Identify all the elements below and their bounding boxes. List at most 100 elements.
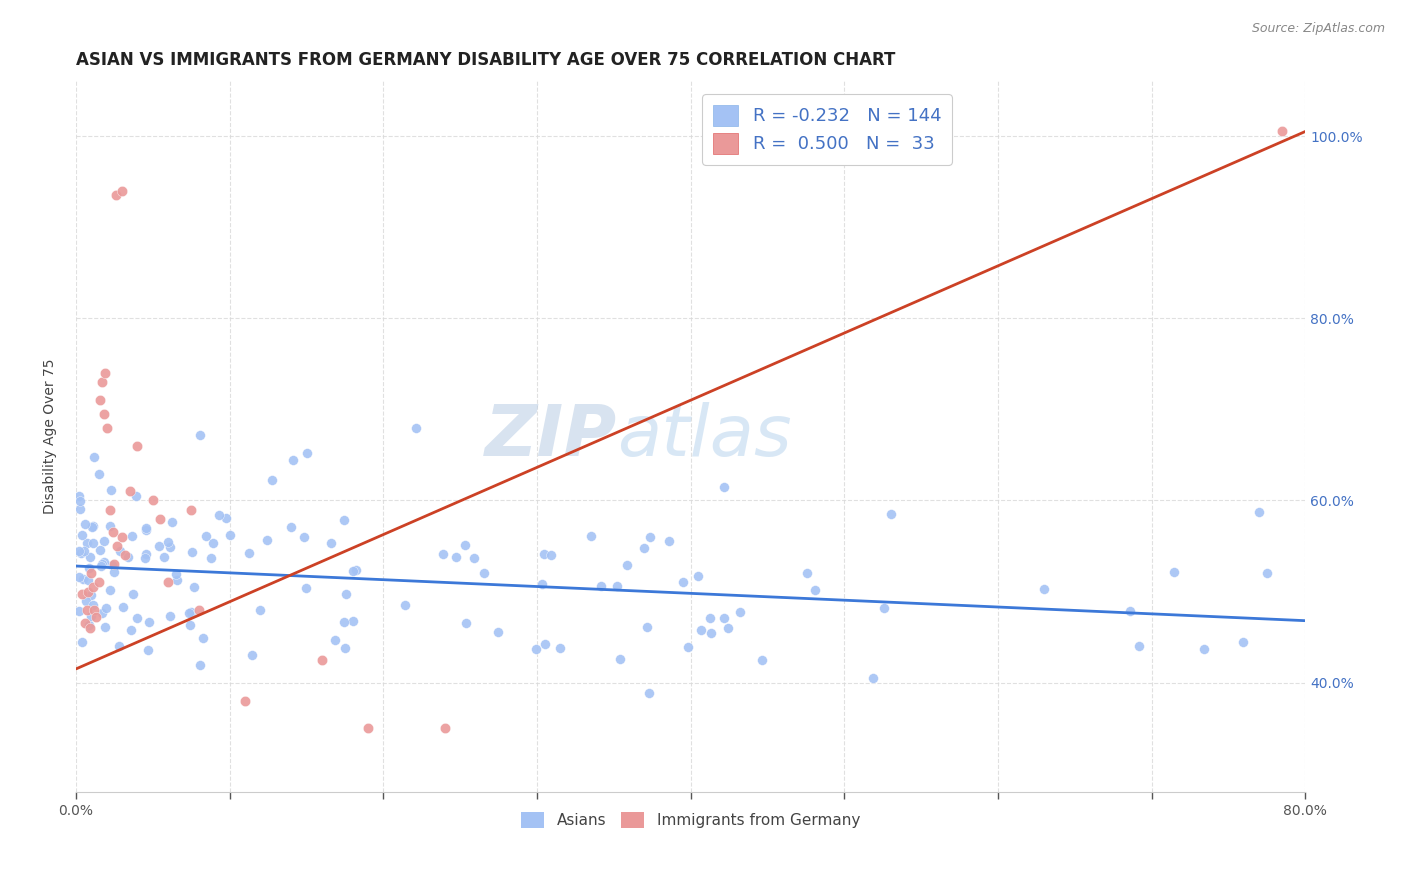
Point	[616, 558, 638, 572]
Point	[292, 530, 315, 544]
Point	[672, 575, 695, 590]
Point	[862, 671, 884, 685]
Point	[98, 519, 121, 533]
Point	[678, 640, 700, 655]
Point	[89, 543, 111, 558]
Point	[157, 575, 180, 590]
Point	[80, 588, 103, 602]
Point	[127, 439, 149, 453]
Point	[183, 581, 205, 595]
Point	[486, 624, 509, 639]
Point	[1119, 604, 1142, 618]
Point	[717, 621, 740, 635]
Point	[202, 535, 225, 549]
Point	[70, 635, 93, 649]
Point	[730, 605, 752, 619]
Point	[238, 546, 260, 560]
Point	[690, 624, 713, 638]
Point	[87, 575, 110, 590]
Point	[200, 551, 222, 566]
Point	[98, 502, 121, 516]
Point	[120, 623, 142, 637]
Point	[333, 615, 356, 630]
Point	[219, 528, 242, 542]
Point	[135, 547, 157, 561]
Point	[165, 567, 187, 582]
Point	[1232, 634, 1254, 648]
Point	[180, 605, 202, 619]
Point	[190, 428, 212, 442]
Point	[148, 539, 170, 553]
Point	[548, 640, 571, 655]
Point	[96, 420, 118, 434]
Point	[333, 513, 356, 527]
Point	[240, 648, 263, 662]
Point	[638, 686, 661, 700]
Point	[166, 573, 188, 587]
Point	[79, 621, 101, 635]
Point	[454, 616, 477, 631]
Point	[256, 533, 278, 548]
Point	[73, 544, 96, 558]
Point	[157, 534, 180, 549]
Point	[1271, 124, 1294, 138]
Point	[280, 520, 302, 534]
Point	[295, 446, 318, 460]
Point	[149, 511, 172, 525]
Point	[67, 489, 90, 503]
Point	[579, 529, 602, 543]
Point	[638, 530, 661, 544]
Point	[323, 632, 346, 647]
Point	[77, 584, 100, 599]
Point	[713, 480, 735, 494]
Point	[111, 600, 134, 615]
Point	[83, 603, 105, 617]
Point	[208, 508, 231, 523]
Point	[135, 521, 157, 535]
Point	[159, 540, 181, 554]
Point	[104, 188, 127, 202]
Y-axis label: Disability Age Over 75: Disability Age Over 75	[44, 359, 58, 515]
Point	[67, 570, 90, 584]
Point	[118, 484, 141, 499]
Point	[1192, 641, 1215, 656]
Point	[591, 579, 613, 593]
Text: ZIP: ZIP	[485, 402, 617, 471]
Point	[879, 507, 901, 521]
Point	[79, 550, 101, 565]
Point	[433, 721, 456, 735]
Point	[179, 607, 201, 621]
Point	[75, 593, 97, 607]
Point	[80, 566, 103, 581]
Point	[751, 653, 773, 667]
Point	[180, 545, 202, 559]
Point	[215, 511, 238, 525]
Point	[1256, 566, 1278, 580]
Point	[180, 502, 202, 516]
Point	[699, 611, 721, 625]
Point	[125, 610, 148, 624]
Point	[194, 529, 217, 543]
Point	[658, 533, 681, 548]
Point	[191, 631, 214, 645]
Point	[93, 407, 115, 421]
Point	[91, 557, 114, 571]
Point	[94, 366, 117, 380]
Point	[1163, 565, 1185, 579]
Point	[688, 568, 710, 582]
Point	[93, 555, 115, 569]
Point	[93, 534, 115, 549]
Legend: Asians, Immigrants from Germany: Asians, Immigrants from Germany	[515, 805, 866, 834]
Point	[77, 618, 100, 632]
Point	[91, 607, 114, 621]
Point	[1247, 505, 1270, 519]
Point	[90, 559, 112, 574]
Point	[125, 489, 148, 503]
Point	[1032, 582, 1054, 596]
Point	[67, 544, 90, 558]
Point	[111, 184, 134, 198]
Point	[803, 582, 825, 597]
Point	[540, 549, 562, 563]
Point	[796, 566, 818, 581]
Point	[98, 582, 121, 597]
